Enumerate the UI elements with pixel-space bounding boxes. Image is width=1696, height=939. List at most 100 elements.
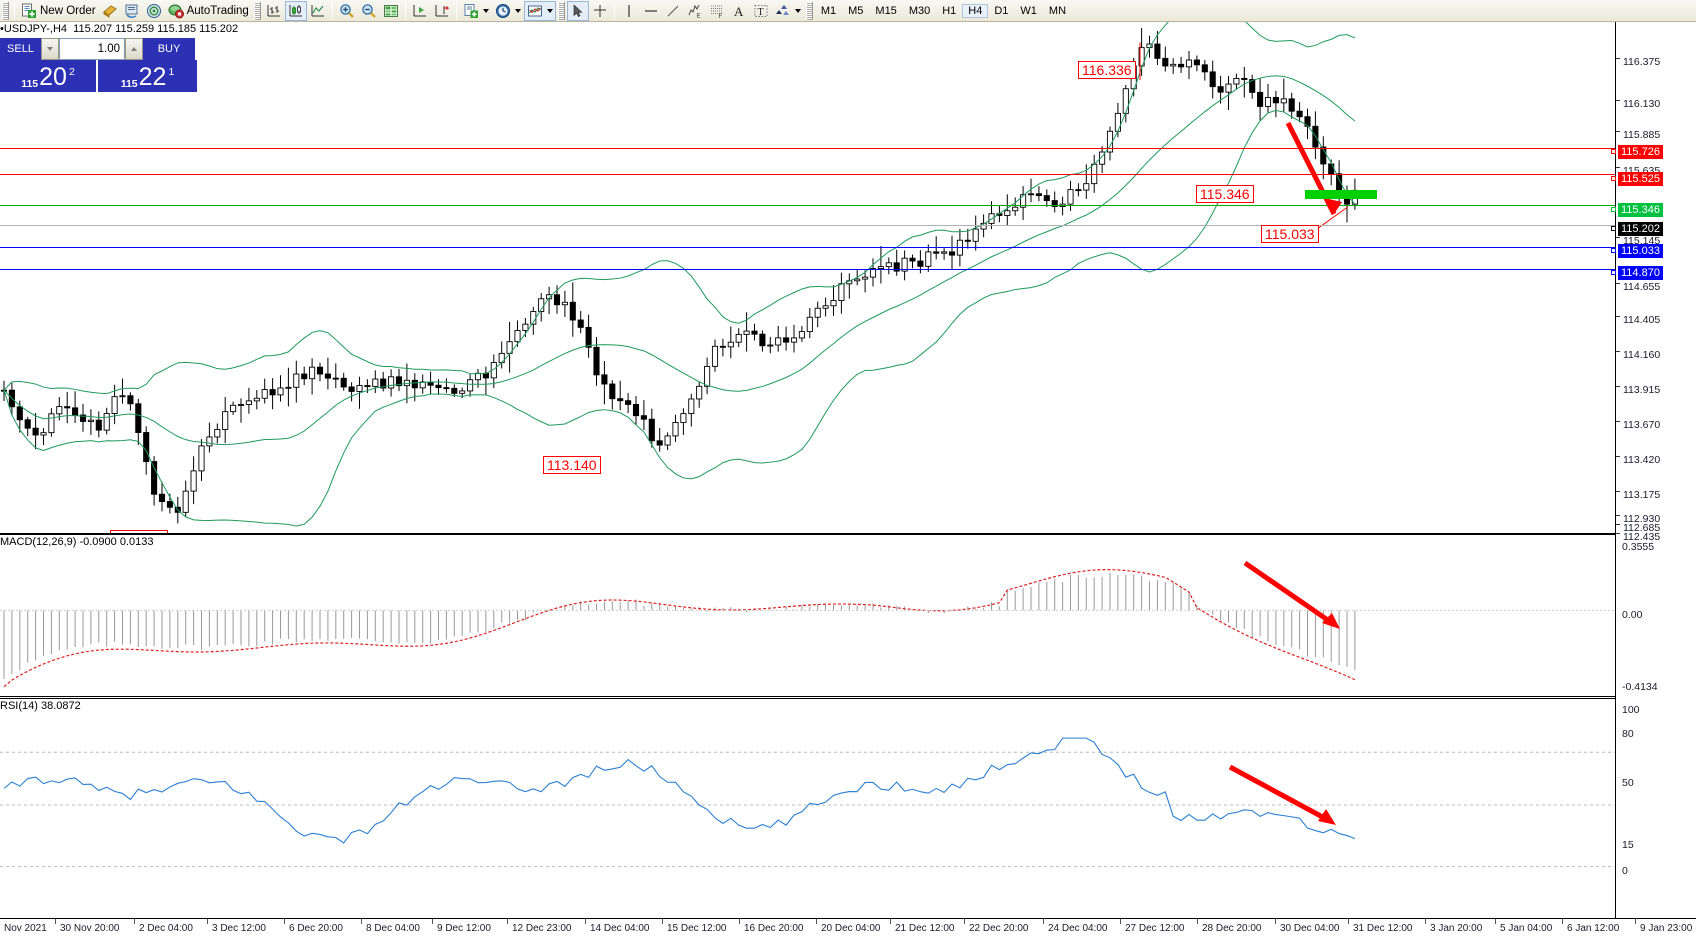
period-button[interactable] bbox=[492, 1, 524, 21]
text-label-icon: T bbox=[754, 4, 768, 18]
time-scale[interactable]: Nov 2021 30 Nov 20:00 2 Dec 04:00 3 Dec 12:… bbox=[0, 918, 1696, 939]
time-tick-mark bbox=[1562, 919, 1563, 924]
price-label-114870-handle[interactable] bbox=[1611, 270, 1616, 275]
price-label-115033-handle[interactable] bbox=[1611, 248, 1616, 253]
toolbar-grip-2[interactable] bbox=[253, 1, 261, 20]
current-price-line[interactable] bbox=[0, 225, 1615, 226]
price-label-115525-handle[interactable] bbox=[1611, 176, 1616, 181]
support-line-114870[interactable] bbox=[0, 269, 1615, 270]
price-label-115346[interactable]: 115.346 bbox=[1618, 203, 1663, 217]
price-pane[interactable]: 116.336 115.346 115.033 113.140 112.545 bbox=[0, 22, 1615, 534]
price-label-current[interactable]: 115.202 bbox=[1618, 222, 1663, 236]
auto-scroll-button[interactable] bbox=[409, 1, 431, 21]
rsi-pane[interactable]: RSI(14) 38.0872 bbox=[0, 699, 1615, 918]
templates-button[interactable] bbox=[460, 1, 492, 21]
buy-price-whole: 115 bbox=[120, 78, 138, 90]
macd-pane[interactable]: MACD(12,26,9) -0.0900 0.0133 bbox=[0, 535, 1615, 698]
pane-separator-rsi[interactable] bbox=[0, 696, 1615, 699]
price-tick-mark bbox=[1616, 237, 1620, 238]
crosshair-button[interactable] bbox=[589, 1, 611, 21]
timeframe-m5[interactable]: M5 bbox=[848, 4, 864, 17]
chart-shift-button[interactable] bbox=[431, 1, 453, 21]
annotation-116336[interactable]: 116.336 bbox=[1078, 61, 1136, 79]
toolbar-grip[interactable] bbox=[2, 1, 9, 20]
price-tick-113175: 113.175 bbox=[1623, 489, 1661, 501]
shapes-button[interactable] bbox=[772, 1, 804, 21]
vertical-line-button[interactable] bbox=[618, 1, 640, 21]
timeframe-w1[interactable]: W1 bbox=[1020, 4, 1037, 17]
time-label: 15 Dec 12:00 bbox=[667, 923, 727, 934]
resistance-line-115525[interactable] bbox=[0, 174, 1615, 175]
zoom-in-button[interactable] bbox=[336, 1, 358, 21]
macd-tick-04134: -0.4134 bbox=[1622, 681, 1658, 693]
price-tick-mark bbox=[1616, 316, 1620, 317]
terminal-button[interactable] bbox=[121, 1, 143, 21]
price-label-114870[interactable]: 114.870 bbox=[1618, 266, 1663, 280]
candlestick-chart-button[interactable] bbox=[284, 0, 307, 21]
chevron-down-icon-2[interactable] bbox=[514, 8, 521, 13]
time-tick-mark bbox=[964, 919, 965, 924]
timeframe-h4[interactable]: H4 bbox=[962, 3, 989, 18]
toolbar-grip-4[interactable] bbox=[805, 1, 813, 20]
bearish-arrow-macd-shaft bbox=[1243, 560, 1337, 628]
price-label-current-handle[interactable] bbox=[1611, 226, 1616, 231]
annotation-115346[interactable]: 115.346 bbox=[1196, 185, 1254, 203]
symbol-marker: • bbox=[0, 23, 4, 35]
horizontal-line-button[interactable] bbox=[640, 1, 662, 21]
expert-advisors-button[interactable] bbox=[99, 1, 121, 21]
chart-area[interactable]: 116.336 115.346 115.033 113.140 112.545 MACD… bbox=[0, 22, 1696, 939]
timeframe-h1[interactable]: H1 bbox=[942, 4, 957, 17]
support-line-115346[interactable] bbox=[0, 205, 1615, 206]
autotrading-button[interactable]: AutoTrading bbox=[165, 1, 252, 21]
timeframe-m15[interactable]: M15 bbox=[875, 4, 897, 17]
toolbar-separator-5 bbox=[613, 1, 615, 20]
svg-text:E: E bbox=[696, 13, 700, 19]
new-order-button[interactable]: New Order bbox=[18, 1, 99, 21]
data-window-button[interactable] bbox=[380, 1, 402, 21]
trendline-button[interactable] bbox=[662, 1, 684, 21]
buy-button[interactable]: BUY bbox=[143, 38, 195, 60]
timeframe-m30[interactable]: M30 bbox=[908, 4, 931, 17]
price-label-115346-handle[interactable] bbox=[1611, 207, 1616, 212]
market-watch-button[interactable] bbox=[143, 1, 165, 21]
chevron-down-icon[interactable] bbox=[482, 8, 489, 13]
timeframe-m1[interactable]: M1 bbox=[820, 4, 837, 17]
fibonacci-button[interactable]: F bbox=[706, 1, 728, 21]
symbol-name: USDJPY-,H4 bbox=[3, 23, 68, 35]
volume-increase-button[interactable] bbox=[125, 38, 143, 60]
cursor-button[interactable] bbox=[566, 0, 589, 21]
volume-input[interactable]: 1.00 bbox=[59, 38, 125, 60]
price-label-115726[interactable]: 115.726 bbox=[1618, 145, 1663, 159]
price-label-115525[interactable]: 115.525 bbox=[1618, 172, 1663, 186]
timeframe-d1[interactable]: D1 bbox=[994, 4, 1009, 17]
chevron-down-icon-4[interactable] bbox=[794, 8, 801, 13]
annotation-113140[interactable]: 113.140 bbox=[543, 456, 601, 474]
price-label-115726-handle[interactable] bbox=[1611, 149, 1616, 154]
time-label: 2 Dec 04:00 bbox=[139, 923, 193, 934]
line-chart-button[interactable] bbox=[307, 1, 329, 21]
vertical-line-icon bbox=[628, 4, 630, 17]
annotation-115033[interactable]: 115.033 bbox=[1261, 225, 1319, 243]
price-label-115033[interactable]: 115.033 bbox=[1618, 244, 1663, 258]
sell-button[interactable]: SELL bbox=[0, 38, 41, 60]
elliott-wave-button[interactable]: E bbox=[684, 1, 706, 21]
price-scale[interactable]: 116.375 116.130 115.885 115.635 115.145 114.6… bbox=[1611, 22, 1696, 918]
autotrading-icon bbox=[168, 4, 184, 18]
resistance-line-115726[interactable] bbox=[0, 148, 1615, 149]
macd-signal-line bbox=[3, 569, 1356, 688]
timeframe-mn[interactable]: MN bbox=[1048, 4, 1067, 17]
sell-price-display[interactable]: 115 20 2 bbox=[0, 60, 97, 92]
text-button[interactable]: A bbox=[728, 1, 750, 21]
chevron-down-icon-3[interactable] bbox=[546, 8, 553, 13]
text-label-button[interactable]: T bbox=[750, 1, 772, 21]
zoom-out-button[interactable] bbox=[358, 1, 380, 21]
indicators-button[interactable] bbox=[523, 0, 556, 21]
buy-price-point: 1 bbox=[168, 66, 175, 78]
toolbar-grip-3[interactable] bbox=[557, 1, 565, 20]
buy-price-display[interactable]: 115 22 1 bbox=[98, 60, 197, 92]
support-line-115033[interactable] bbox=[0, 247, 1615, 248]
chevron-down-icon-volume bbox=[47, 47, 53, 51]
annotation-112545[interactable]: 112.545 bbox=[110, 530, 168, 533]
volume-decrease-button[interactable] bbox=[41, 38, 59, 60]
bar-chart-button[interactable] bbox=[263, 1, 285, 21]
